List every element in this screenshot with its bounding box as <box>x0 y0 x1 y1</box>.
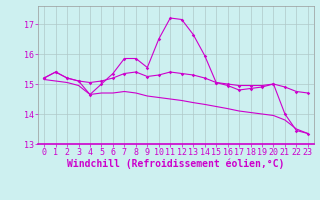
X-axis label: Windchill (Refroidissement éolien,°C): Windchill (Refroidissement éolien,°C) <box>67 159 285 169</box>
